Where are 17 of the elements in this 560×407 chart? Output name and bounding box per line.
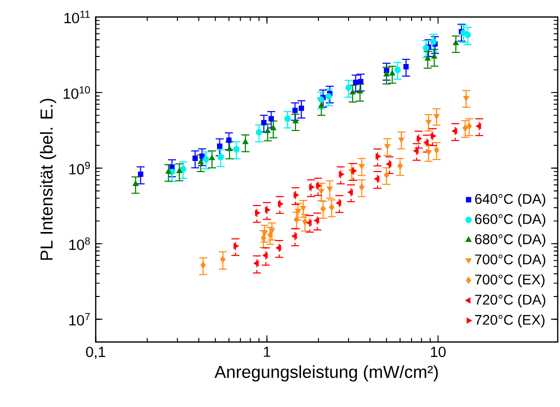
y-tick-label: 10$^{10}$ — [64, 86, 90, 99]
legend-label: 720°C (EX) — [475, 314, 544, 328]
legend-label: 700°C (DA) — [475, 254, 546, 268]
y-tick-label: 10$^{11}$ — [64, 10, 90, 24]
legend-label: 680°C (DA) — [475, 234, 546, 247]
legend-label: 640°C (DA) — [475, 194, 546, 207]
x-tick-label: 1 — [264, 346, 270, 357]
y-tick-label: 10$^{7}$ — [69, 312, 90, 326]
y-tick-label: 10$^{8}$ — [69, 237, 90, 250]
y-tick-label: 10$^{9}$ — [69, 162, 90, 174]
y-axis-title: PL Intensität (bel. E.) — [40, 98, 56, 260]
legend-label: 720°C (DA) — [475, 294, 546, 308]
x-tick-label: 0,1 — [86, 346, 106, 359]
legend-label: 700°C (EX) — [475, 274, 544, 288]
x-axis-title: Anregungsleistung (mW/cm²) — [214, 365, 438, 382]
legend-label: 660°C (DA) — [475, 214, 546, 227]
x-tick-label: 10 — [431, 346, 446, 358]
